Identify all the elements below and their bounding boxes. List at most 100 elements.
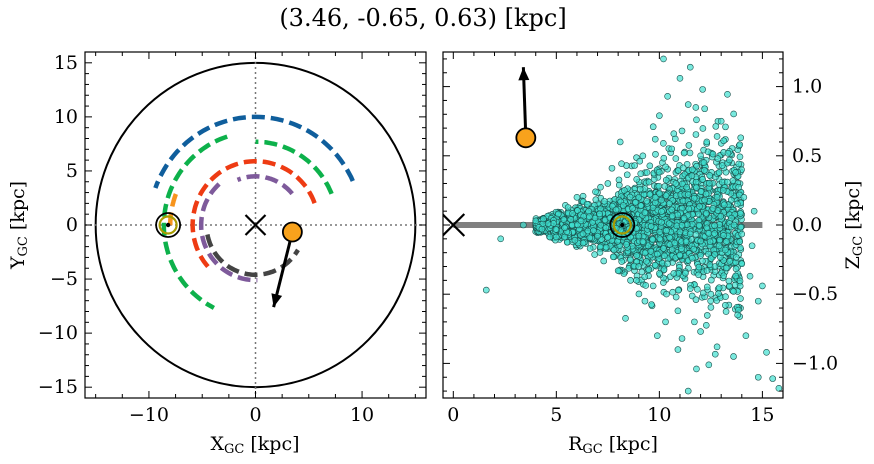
- star-point: [532, 217, 540, 225]
- star-point: [638, 268, 646, 276]
- star-point: [623, 241, 630, 248]
- star-point: [649, 282, 657, 290]
- star-point: [639, 238, 647, 245]
- star-point: [711, 230, 718, 237]
- star-point: [648, 301, 655, 308]
- star-point: [666, 200, 673, 207]
- star-point: [702, 190, 710, 198]
- star-point: [643, 197, 651, 205]
- star-point: [647, 223, 655, 230]
- star-point: [632, 199, 639, 206]
- star-point: [641, 273, 648, 281]
- star-point: [692, 104, 700, 111]
- star-point: [555, 210, 562, 218]
- star-point: [649, 123, 657, 131]
- star-point: [711, 263, 719, 270]
- star-point: [682, 269, 689, 277]
- star-point: [567, 216, 575, 223]
- star-point: [686, 285, 694, 292]
- star-point: [577, 217, 585, 225]
- star-point: [715, 290, 722, 297]
- star-point: [584, 227, 592, 235]
- star-point: [592, 196, 600, 203]
- star-point: [703, 224, 711, 232]
- star-point: [604, 180, 612, 187]
- star-point: [693, 365, 700, 373]
- star-point: [546, 233, 554, 241]
- star-point: [705, 361, 713, 369]
- star-point: [738, 230, 746, 238]
- star-point: [707, 276, 715, 284]
- star-point: [713, 133, 721, 140]
- star-point: [746, 272, 754, 280]
- star-point: [642, 282, 650, 289]
- star-point: [715, 242, 723, 250]
- star-point: [692, 131, 700, 138]
- star-point: [724, 178, 731, 186]
- sun-center-dot: [620, 222, 625, 228]
- star-point: [601, 197, 608, 205]
- star-point: [711, 222, 718, 229]
- star-point: [660, 154, 668, 162]
- star-point: [597, 183, 604, 191]
- star-point: [691, 318, 698, 326]
- star-point: [635, 263, 643, 270]
- star-point: [726, 258, 734, 265]
- star-point: [730, 221, 738, 229]
- star-point: [651, 194, 659, 201]
- star-point: [674, 211, 682, 219]
- star-point: [627, 256, 634, 264]
- star-point: [635, 232, 643, 240]
- star-point: [636, 157, 644, 165]
- star-point: [754, 297, 762, 305]
- star-point: [586, 234, 594, 242]
- star-point: [692, 178, 700, 186]
- star-point: [668, 145, 676, 153]
- star-point: [707, 297, 714, 305]
- star-point: [678, 221, 686, 229]
- star-point: [571, 236, 579, 244]
- star-point: [622, 314, 629, 322]
- star-point: [729, 177, 737, 184]
- star-point: [635, 290, 643, 298]
- star-point: [693, 116, 700, 124]
- top-view-xtick-label: −10: [129, 404, 169, 426]
- star-point: [654, 332, 661, 340]
- star-point: [661, 252, 668, 260]
- star-point: [668, 246, 676, 253]
- star-point: [631, 162, 638, 169]
- star-point: [686, 149, 694, 157]
- star-point: [569, 210, 576, 217]
- star-point: [497, 235, 504, 243]
- side-view-ytick-label: −1.0: [792, 352, 838, 374]
- star-point: [538, 225, 546, 233]
- star-point: [660, 55, 667, 63]
- star-point: [683, 183, 691, 191]
- star-point: [520, 221, 527, 229]
- star-point: [703, 312, 711, 319]
- star-point: [656, 270, 663, 277]
- star-point: [702, 321, 710, 329]
- top-view-ytick-label: 10: [54, 106, 78, 128]
- star-point: [692, 296, 700, 303]
- star-point: [676, 74, 684, 82]
- star-point: [651, 261, 659, 269]
- star-point: [585, 207, 592, 215]
- object-marker: [515, 127, 537, 149]
- star-point: [574, 207, 581, 214]
- star-point: [672, 155, 680, 162]
- star-point: [655, 168, 663, 176]
- spiral-arm-2: [255, 139, 334, 195]
- star-point: [645, 266, 653, 273]
- star-point: [583, 200, 591, 208]
- star-point: [689, 166, 696, 173]
- star-point: [723, 238, 730, 245]
- star-point: [737, 134, 745, 142]
- star-point: [718, 162, 726, 169]
- star-point: [722, 293, 729, 301]
- star-point: [702, 210, 710, 217]
- star-point: [732, 265, 740, 273]
- star-point: [701, 167, 708, 174]
- panel-side-view: 0 5 10 15 −1.0 −0.5 0.0 0.5 1.0 RGC [kpc] ZGC [k…: [442, 51, 866, 457]
- star-point: [618, 160, 625, 167]
